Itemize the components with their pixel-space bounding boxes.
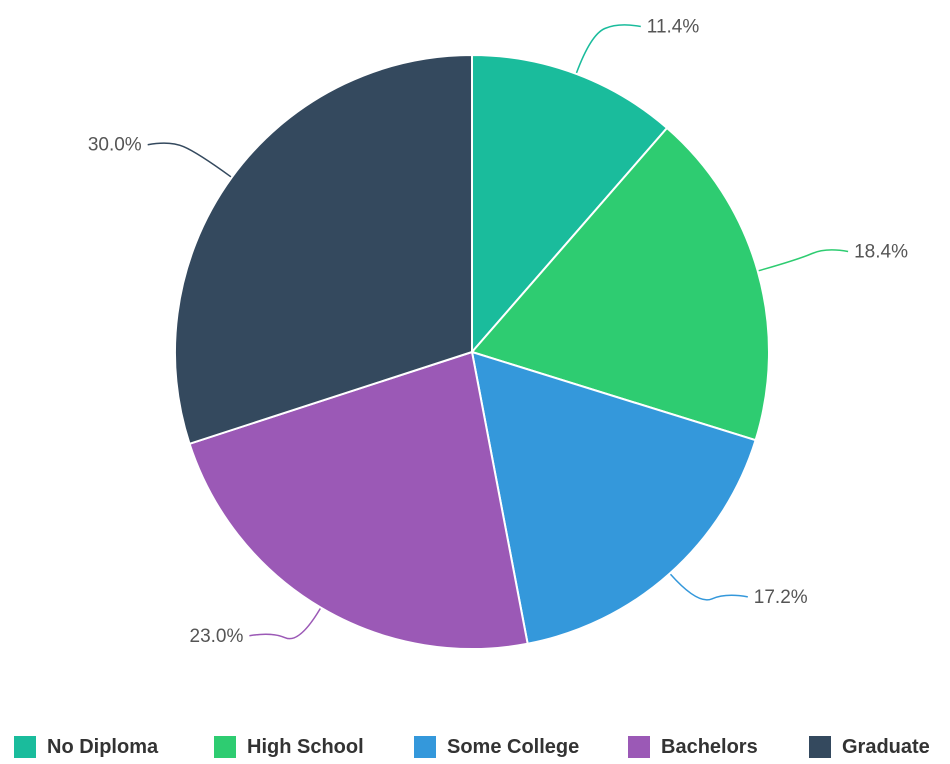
leader-line-bachelors — [249, 608, 321, 640]
data-labels: 11.4% 18.4% 17.2% 23.0% 30.0% — [88, 17, 908, 647]
legend-swatch — [414, 736, 436, 758]
leader-line-no-diploma — [575, 24, 641, 74]
legend-swatch — [809, 736, 831, 758]
label-leader-lines — [147, 24, 849, 640]
pie-slice-some-college[interactable] — [470, 350, 757, 645]
pie-slice-graduate[interactable] — [174, 53, 473, 446]
legend-item-bachelors[interactable]: Bachelors — [628, 730, 758, 764]
legend-swatch — [214, 736, 236, 758]
legend-item-graduate[interactable]: Graduate — [809, 730, 930, 764]
legend-label: Graduate — [842, 735, 930, 758]
legend-swatch — [14, 736, 36, 758]
pie-chart: 11.4% 18.4% 17.2% 23.0% 30.0% — [88, 17, 908, 650]
legend: No Diploma High School Some College Bach… — [0, 730, 950, 764]
legend-item-no-diploma[interactable]: No Diploma — [14, 730, 158, 764]
data-label-no-diploma: 11.4% — [647, 17, 700, 38]
data-label-bachelors: 23.0% — [190, 626, 244, 647]
data-label-graduate: 30.0% — [88, 135, 142, 156]
pie-slice-bachelors[interactable] — [188, 350, 529, 650]
pie-slices — [174, 53, 770, 650]
data-label-high-school: 18.4% — [854, 242, 908, 263]
legend-item-high-school[interactable]: High School — [214, 730, 364, 764]
leader-line-high-school — [758, 249, 849, 272]
legend-item-some-college[interactable]: Some College — [414, 730, 579, 764]
legend-label: No Diploma — [47, 735, 159, 758]
leader-line-graduate — [147, 142, 232, 178]
data-label-some-college: 17.2% — [754, 587, 808, 608]
pie-slice-high-school[interactable] — [470, 126, 770, 442]
legend-label: Some College — [447, 735, 580, 758]
leader-line-some-college — [669, 573, 748, 601]
pie-slice-no-diploma[interactable] — [471, 53, 669, 355]
legend-label: Bachelors — [661, 735, 758, 758]
legend-label: High School — [247, 735, 364, 758]
legend-swatch — [628, 736, 650, 758]
